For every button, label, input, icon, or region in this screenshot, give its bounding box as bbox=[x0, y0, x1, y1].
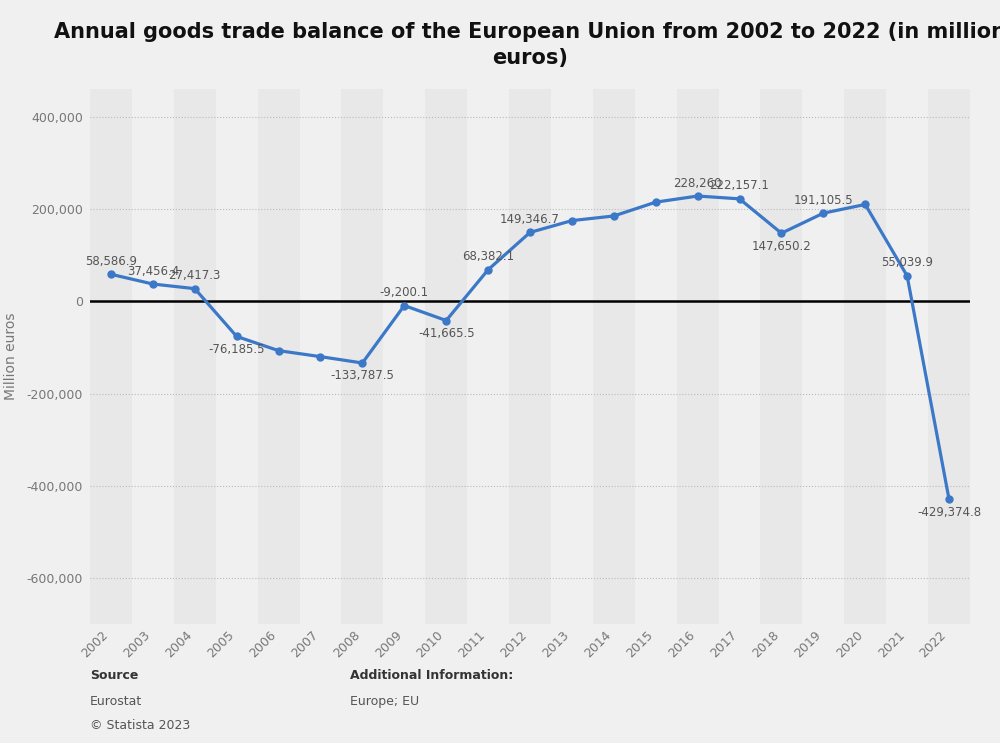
Text: 149,346.7: 149,346.7 bbox=[500, 213, 560, 226]
Bar bbox=[551, 89, 593, 624]
Text: 27,417.3: 27,417.3 bbox=[169, 269, 221, 282]
Bar bbox=[174, 89, 216, 624]
Bar bbox=[216, 89, 258, 624]
Text: © Statista 2023: © Statista 2023 bbox=[90, 719, 190, 732]
Bar bbox=[886, 89, 928, 624]
Bar bbox=[509, 89, 551, 624]
Bar bbox=[467, 89, 509, 624]
Bar bbox=[258, 89, 300, 624]
Bar bbox=[635, 89, 677, 624]
Text: -133,787.5: -133,787.5 bbox=[330, 369, 394, 383]
Bar bbox=[802, 89, 844, 624]
Text: -429,374.8: -429,374.8 bbox=[917, 506, 981, 519]
Text: -76,185.5: -76,185.5 bbox=[208, 343, 265, 356]
Text: Additional Information:: Additional Information: bbox=[350, 669, 513, 681]
Bar bbox=[383, 89, 425, 624]
Bar bbox=[341, 89, 383, 624]
Text: 37,456.4: 37,456.4 bbox=[127, 265, 179, 278]
Text: 222,157.1: 222,157.1 bbox=[710, 179, 769, 192]
Bar bbox=[132, 89, 174, 624]
Bar bbox=[677, 89, 719, 624]
Text: 147,650.2: 147,650.2 bbox=[752, 240, 811, 253]
Bar bbox=[928, 89, 970, 624]
Bar bbox=[719, 89, 760, 624]
Text: 68,382.1: 68,382.1 bbox=[462, 250, 514, 263]
Bar bbox=[760, 89, 802, 624]
Text: 58,586.9: 58,586.9 bbox=[85, 255, 137, 267]
Text: 228,260: 228,260 bbox=[673, 177, 722, 189]
Text: Source: Source bbox=[90, 669, 138, 681]
Text: 191,105.5: 191,105.5 bbox=[794, 194, 853, 207]
Title: Annual goods trade balance of the European Union from 2002 to 2022 (in million
e: Annual goods trade balance of the Europe… bbox=[54, 22, 1000, 68]
Text: -41,665.5: -41,665.5 bbox=[418, 327, 475, 340]
Bar bbox=[300, 89, 341, 624]
Text: Eurostat: Eurostat bbox=[90, 695, 142, 707]
Text: 55,039.9: 55,039.9 bbox=[881, 256, 933, 270]
Bar bbox=[425, 89, 467, 624]
Bar bbox=[844, 89, 886, 624]
Y-axis label: Million euros: Million euros bbox=[4, 313, 18, 400]
Bar bbox=[90, 89, 132, 624]
Text: Europe; EU: Europe; EU bbox=[350, 695, 419, 707]
Bar bbox=[593, 89, 635, 624]
Text: -9,200.1: -9,200.1 bbox=[380, 286, 429, 299]
